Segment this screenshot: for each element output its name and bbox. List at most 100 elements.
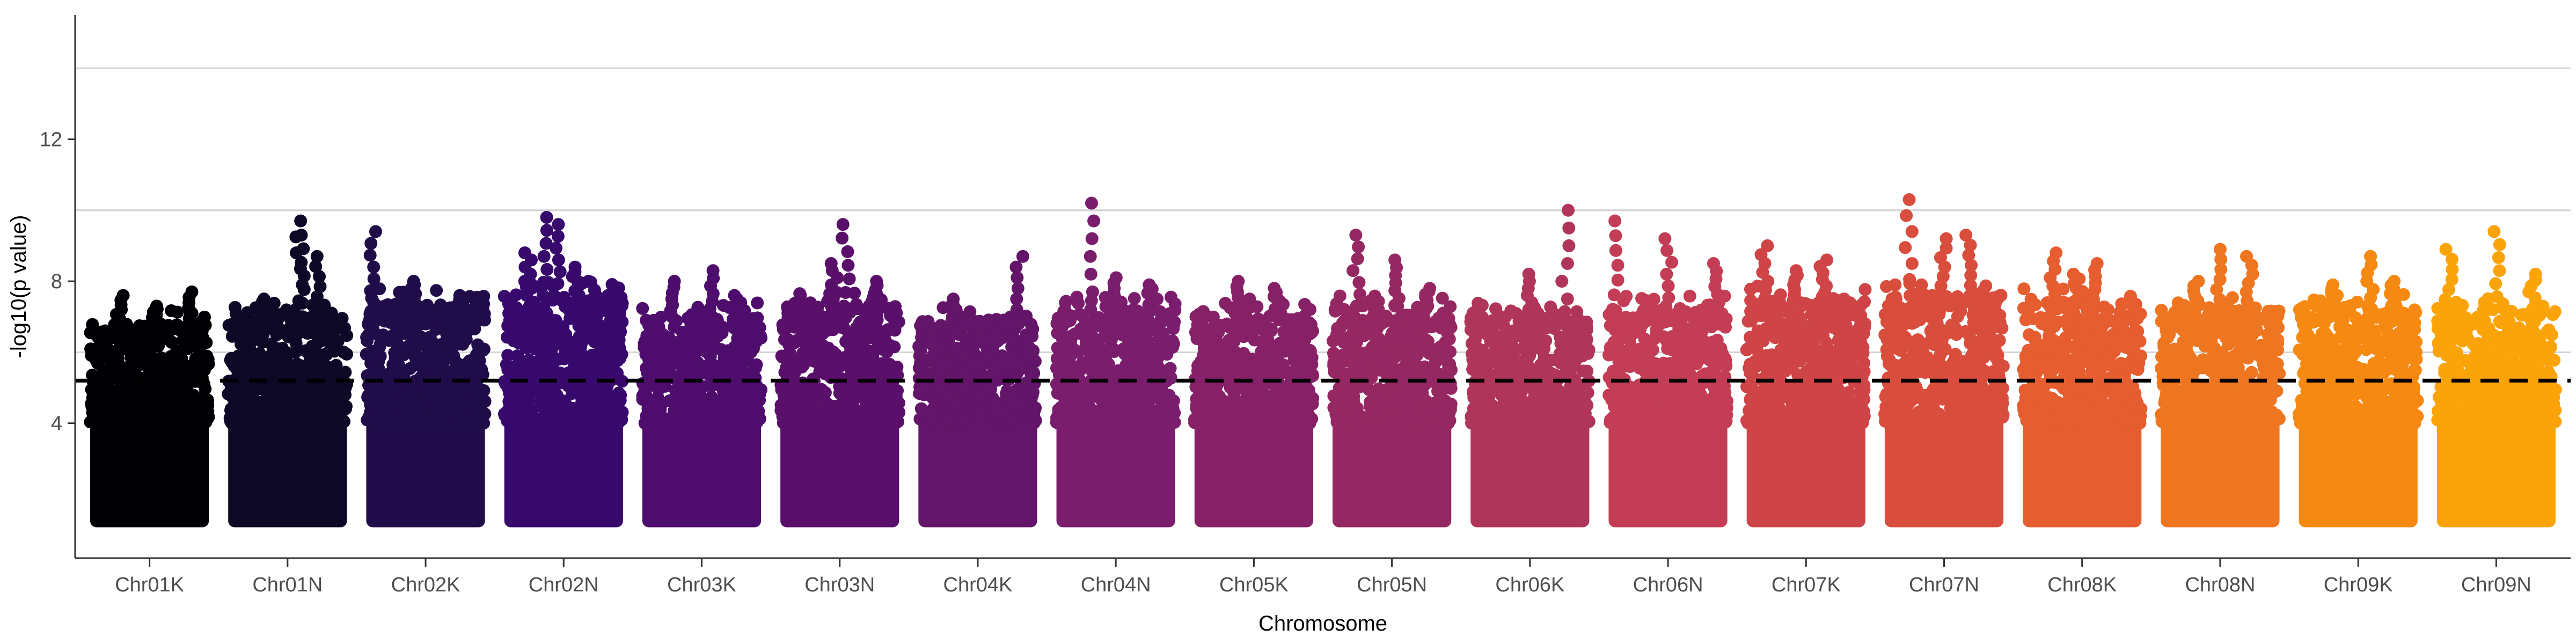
snp-point: [1059, 338, 1073, 351]
snp-point: [229, 307, 243, 320]
snp-point: [1220, 317, 1233, 331]
peak-point-Chr02K-0: [369, 225, 382, 238]
snp-point: [589, 362, 602, 375]
snp-point: [1132, 416, 1146, 429]
snp-point: [166, 322, 180, 335]
snp-point: [228, 318, 241, 331]
peak-point-Chr01N-3: [257, 292, 270, 306]
point-band-Chr01K: [90, 412, 209, 528]
snp-point: [1132, 390, 1146, 403]
snp-point: [660, 345, 674, 358]
snp-point: [744, 390, 758, 403]
peak-point-Chr02N-0: [540, 263, 554, 276]
peak-point-Chr01N-0: [294, 214, 308, 228]
snp-point: [1305, 357, 1318, 371]
snp-point: [1242, 313, 1255, 327]
peak-point-Chr01N-1: [296, 310, 309, 324]
snp-point: [817, 313, 830, 327]
snp-point: [574, 389, 587, 402]
snp-point: [229, 408, 243, 422]
peak-point-Chr04N-0: [1084, 250, 1097, 263]
snp-point: [1286, 385, 1299, 398]
snp-point: [430, 284, 443, 297]
snp-point: [1067, 366, 1080, 379]
peak-point-Chr04N-2: [1143, 278, 1156, 291]
snp-point: [109, 400, 122, 413]
snp-point: [833, 386, 846, 400]
snp-point: [679, 414, 692, 428]
snp-point: [536, 302, 550, 316]
snp-point: [1247, 382, 1261, 395]
snp-point: [709, 404, 722, 418]
peak-point-Chr02K-0: [367, 272, 380, 286]
snp-point: [1079, 315, 1092, 328]
snp-point: [108, 384, 121, 398]
snp-point: [282, 330, 295, 343]
snp-point: [185, 401, 198, 415]
snp-point: [605, 405, 618, 419]
snp-point: [888, 412, 902, 425]
snp-point: [197, 416, 210, 430]
snp-point: [240, 306, 254, 319]
peak-point-Chr03N-0: [836, 218, 850, 231]
peak-point-Chr01N-1: [297, 269, 311, 283]
snp-point: [316, 367, 330, 380]
peak-point-Chr02N-0: [537, 250, 551, 263]
snp-point: [1088, 416, 1101, 430]
peak-point-Chr04K-0: [1016, 250, 1029, 263]
snp-point: [977, 331, 990, 344]
snp-point: [323, 407, 336, 421]
peak-point-Chr05K-0: [1232, 275, 1245, 288]
peak-point-Chr03K-2: [728, 289, 741, 302]
snp-point: [1003, 351, 1016, 364]
snp-point: [1028, 355, 1042, 368]
snp-point: [716, 357, 730, 370]
snp-point: [1057, 305, 1071, 318]
snp-point: [1158, 408, 1172, 421]
peak-point-Chr01N-1: [296, 296, 309, 310]
peak-point-Chr04K-1: [947, 292, 960, 306]
snp-point: [556, 375, 569, 388]
snp-point: [122, 399, 136, 412]
snp-point: [604, 323, 618, 336]
snp-point: [986, 320, 999, 334]
snp-point: [1260, 416, 1273, 430]
snp-point: [847, 360, 860, 373]
snp-point: [171, 344, 184, 357]
peak-point-Chr02K-0: [367, 260, 380, 274]
snp-point: [1012, 396, 1025, 409]
peak-point-Chr02N-1: [551, 277, 565, 290]
peak-point-Chr03N-0: [843, 272, 856, 286]
snp-point: [937, 392, 950, 405]
peak-point-Chr03N-0: [836, 231, 849, 245]
snp-point: [984, 382, 998, 396]
snp-point: [1194, 406, 1208, 420]
snp-point: [141, 343, 155, 356]
snp-point: [162, 414, 175, 428]
point-band-Chr03N: [780, 412, 899, 528]
peak-point-Chr02K-1: [407, 275, 420, 288]
snp-point: [837, 321, 851, 335]
snp-point: [789, 415, 803, 428]
snp-point: [323, 379, 336, 392]
snp-point: [458, 312, 472, 325]
snp-point: [641, 330, 654, 343]
snp-point: [578, 308, 591, 321]
snp-point: [550, 388, 564, 401]
peak-point-Chr01N-1: [295, 255, 308, 269]
snp-point: [534, 318, 547, 331]
snp-point: [1196, 391, 1210, 405]
snp-point: [166, 384, 179, 397]
snp-point: [883, 358, 896, 371]
snp-point: [339, 388, 352, 401]
snp-point: [1128, 292, 1141, 305]
snp-point: [1027, 416, 1041, 430]
snp-point: [1071, 389, 1084, 402]
snp-point: [875, 342, 889, 356]
snp-point: [1213, 353, 1226, 367]
snp-point: [257, 328, 270, 341]
point-band-Chr01N: [228, 412, 347, 528]
snp-point: [150, 416, 164, 429]
snp-point: [453, 361, 467, 375]
snp-point: [171, 305, 184, 319]
